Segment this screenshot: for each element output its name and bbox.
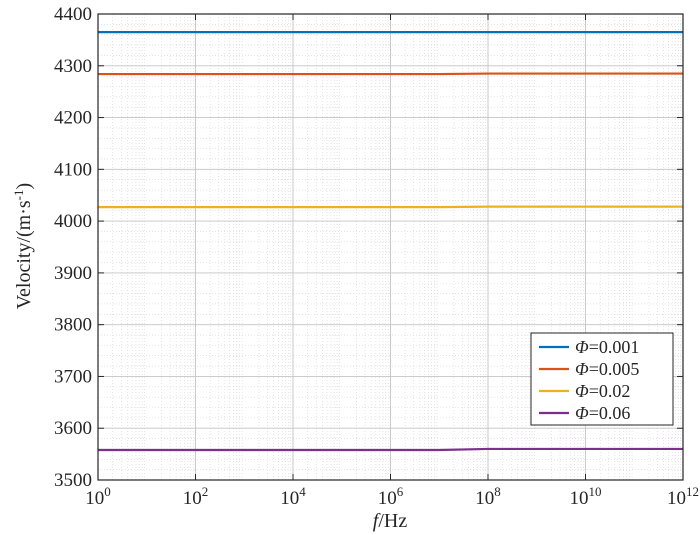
legend-label-0: Φ=0.001: [575, 337, 639, 357]
legend-value: =0.005: [589, 359, 640, 379]
y-tick-label-5: 4000: [54, 211, 92, 232]
x-tick-label-5: 1010: [570, 484, 602, 509]
y-axis-label-main: Velocity/(m·s: [13, 200, 35, 309]
y-tick-label-0: 3500: [54, 470, 92, 491]
x-tick-exponent: 12: [686, 484, 699, 499]
x-tick-exponent: 2: [202, 484, 209, 499]
x-tick-label-2: 104: [280, 484, 306, 509]
legend-label-1: Φ=0.005: [575, 359, 639, 379]
x-tick-label-0: 100: [85, 484, 111, 509]
y-tick-label-8: 4300: [54, 56, 92, 77]
y-axis-label-close: ): [13, 183, 35, 190]
y-tick-label-6: 4100: [54, 159, 92, 180]
x-tick-base: 10: [85, 488, 104, 509]
x-tick-label-6: 1012: [667, 484, 699, 509]
x-tick-exponent: 10: [589, 484, 602, 499]
legend-symbol: Φ: [575, 337, 589, 357]
x-axis-label-rest: /Hz: [378, 510, 407, 532]
x-tick-base: 10: [667, 488, 686, 509]
x-tick-base: 10: [280, 488, 299, 509]
x-tick-exponent: 8: [494, 484, 501, 499]
y-tick-label-9: 4400: [54, 4, 92, 25]
series-lines: [98, 31, 683, 452]
legend-value: =0.02: [589, 381, 631, 401]
x-tick-exponent: 0: [104, 484, 111, 499]
legend-label-2: Φ=0.02: [575, 381, 630, 401]
y-tick-labels: 3500 3600 3700 3800 3900 4000 4100 4200 4300 4400: [54, 4, 92, 491]
x-tick-label-4: 108: [475, 484, 501, 509]
legend-symbol: Φ: [575, 381, 589, 401]
x-tick-base: 10: [183, 488, 202, 509]
series-line-3: [98, 447, 683, 452]
x-tick-base: 10: [378, 488, 397, 509]
y-tick-label-4: 3900: [54, 263, 92, 284]
axis-ticks: [97, 13, 684, 481]
series-line-2: [98, 205, 683, 209]
x-tick-exponent: 4: [299, 484, 306, 499]
x-tick-base: 10: [475, 488, 494, 509]
legend-symbol: Φ: [575, 359, 589, 379]
y-tick-label-3: 3800: [54, 315, 92, 336]
y-axis-label: Velocity/(m·s-1): [11, 183, 35, 309]
legend-box: [530, 332, 674, 426]
y-axis-label-sup: -1: [11, 189, 26, 200]
series-line-1: [98, 72, 683, 76]
y-tick-label-2: 3700: [54, 366, 92, 387]
y-tick-label-7: 4200: [54, 108, 92, 129]
legend-value: =0.06: [589, 403, 631, 423]
legend-symbol: Φ: [575, 403, 589, 423]
legend-value: =0.001: [589, 337, 640, 357]
x-axis-label-italic: f: [373, 510, 381, 532]
x-tick-base: 10: [570, 488, 589, 509]
x-axis-label: f/Hz: [373, 510, 408, 532]
y-tick-label-1: 3600: [54, 418, 92, 439]
legend-label-3: Φ=0.06: [575, 403, 630, 423]
x-tick-labels: 100 102 104 106 108 1010 1012: [85, 484, 699, 509]
x-tick-label-1: 102: [183, 484, 209, 509]
x-tick-label-3: 106: [378, 484, 404, 509]
x-tick-exponent: 6: [397, 484, 404, 499]
